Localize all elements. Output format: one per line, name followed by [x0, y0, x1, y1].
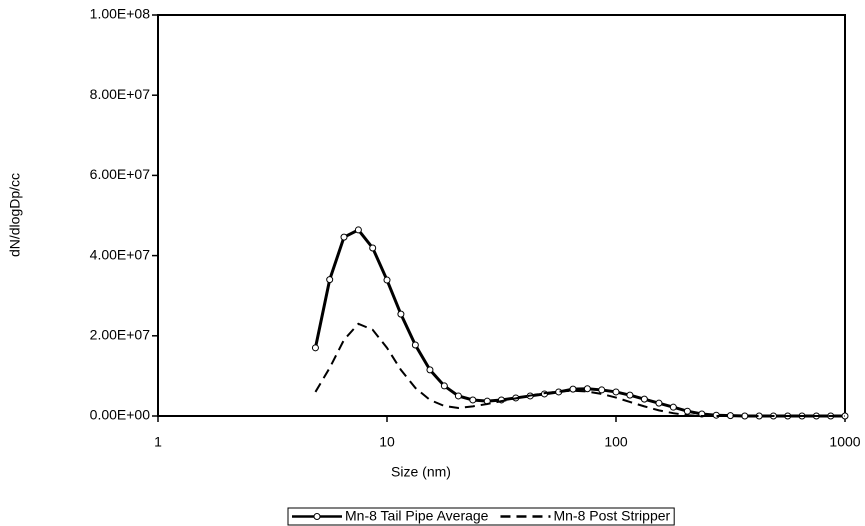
data-point: [640, 395, 648, 403]
legend-label: Mn-8 Post Stripper: [553, 508, 670, 524]
y-tick-label: 4.00E+07: [90, 246, 151, 262]
y-axis-label: dN/dlogDp/cc: [7, 173, 23, 257]
legend-marker: [313, 513, 321, 520]
data-point: [397, 310, 405, 318]
y-tick-label: 8.00E+07: [90, 86, 151, 102]
legend-label: Mn-8 Tail Pipe Average: [345, 508, 489, 524]
series-line: [314, 322, 845, 417]
x-tick-label: 10: [379, 434, 395, 450]
y-tick-label: 2.00E+07: [90, 327, 151, 343]
y-tick-label: 0.00E+00: [90, 407, 151, 423]
data-point: [311, 344, 319, 352]
data-point: [741, 412, 749, 420]
plot-frame: [157, 14, 846, 417]
data-point: [454, 392, 462, 400]
data-point: [569, 385, 577, 393]
data-point: [340, 233, 348, 241]
data-point: [683, 407, 691, 415]
data-point: [426, 366, 434, 374]
y-tick-label: 6.00E+07: [90, 166, 151, 182]
legend-box: [287, 507, 675, 526]
data-point: [612, 388, 620, 396]
data-point: [411, 341, 419, 349]
y-tick-label: 1.00E+08: [90, 6, 151, 22]
x-tick-label: 100: [604, 434, 628, 450]
data-point: [369, 244, 377, 252]
data-point: [469, 396, 477, 404]
data-point: [354, 226, 362, 234]
data-point: [583, 385, 591, 393]
series-line: [313, 228, 845, 418]
data-point: [383, 276, 391, 284]
x-axis-label: Size (nm): [391, 464, 451, 480]
x-tick-label: 1: [154, 434, 162, 450]
data-point: [326, 276, 334, 284]
data-point: [440, 382, 448, 390]
data-point: [669, 403, 677, 411]
x-tick-label: 1000: [829, 434, 860, 450]
data-point: [626, 391, 634, 399]
data-point: [655, 399, 663, 407]
data-point: [598, 386, 606, 394]
